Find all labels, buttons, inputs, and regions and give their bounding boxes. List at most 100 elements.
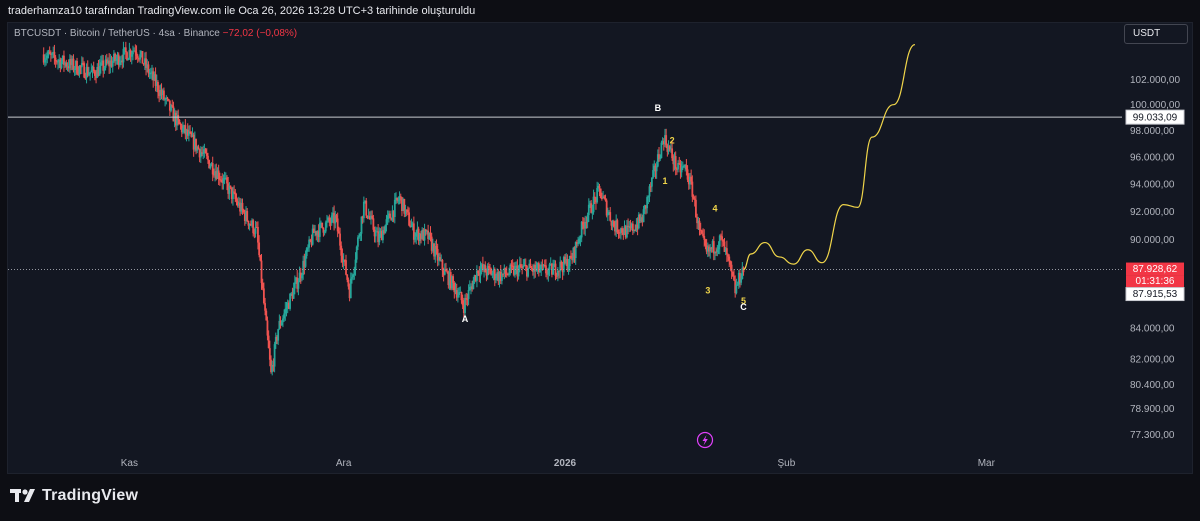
candle-body: [170, 105, 172, 111]
candle-body: [665, 135, 668, 146]
candle-body: [495, 278, 497, 280]
candle-body: [508, 273, 510, 275]
candle-body: [316, 231, 319, 236]
candle-body: [202, 153, 205, 155]
candle-body: [458, 292, 460, 296]
candle-body: [103, 67, 106, 71]
lightning-icon-ring: [696, 431, 714, 449]
candle-body: [664, 135, 666, 145]
chart-frame[interactable]: [7, 22, 1193, 474]
currency-button[interactable]: USDT: [1124, 24, 1188, 44]
candle-body: [459, 292, 462, 294]
candle-body: [111, 61, 114, 67]
candle-body: [615, 220, 618, 232]
lightning-icon[interactable]: [696, 431, 714, 449]
candle-body: [537, 263, 540, 273]
candle-body: [472, 280, 475, 290]
candle-body: [43, 59, 46, 63]
candle-body: [365, 200, 368, 216]
candle-body: [618, 232, 621, 234]
candle-body: [560, 261, 563, 268]
candle-body: [404, 209, 407, 214]
candle-body: [154, 74, 157, 86]
candle-body: [441, 260, 444, 271]
candle-body: [677, 163, 679, 170]
candle-body: [358, 236, 361, 238]
candle-body: [166, 97, 169, 100]
candle-body: [362, 201, 365, 219]
candle-body: [305, 248, 308, 256]
candle-body: [377, 231, 380, 243]
candle-body: [410, 225, 413, 228]
candle-body: [603, 196, 606, 199]
candle-body: [97, 66, 100, 76]
candle-body: [476, 270, 478, 281]
candle-body: [635, 224, 638, 231]
candle-body: [226, 177, 228, 184]
candle-body: [685, 165, 688, 170]
candle-body: [393, 199, 396, 217]
candle-body: [456, 295, 459, 298]
candle-body: [503, 267, 506, 274]
candle-body: [89, 72, 92, 74]
candle-body: [430, 236, 433, 251]
candle-body: [48, 51, 51, 54]
candle-body: [679, 163, 682, 173]
candle-body: [490, 270, 493, 276]
candle-body: [268, 348, 271, 360]
candle-body: [360, 216, 363, 234]
resistance-price-tag: 99.033,09: [1125, 109, 1185, 125]
wave-label-c: C: [740, 302, 747, 312]
candle-body: [529, 263, 532, 269]
candle-body: [364, 200, 366, 202]
candle-body: [186, 129, 189, 136]
candle-body: [571, 258, 574, 261]
candle-body: [303, 260, 306, 267]
candle-body: [592, 196, 595, 213]
candle-body: [54, 57, 57, 62]
candle-body: [412, 223, 415, 240]
candle-body: [77, 73, 80, 75]
candle-body: [605, 200, 608, 216]
candle-body: [146, 64, 149, 68]
candle-body: [598, 185, 601, 189]
candle-body: [702, 233, 704, 236]
candle-body: [242, 210, 245, 213]
candle-body: [142, 63, 145, 65]
y-tick-label: 92.000,00: [1130, 207, 1175, 218]
candle-body: [333, 212, 336, 224]
candle-body: [197, 146, 200, 150]
candle-body: [53, 51, 56, 58]
candle-body: [440, 260, 443, 262]
symbol-label: BTCUSDT · Bitcoin / TetherUS · 4sa · Bin…: [14, 28, 220, 39]
candle-body: [516, 265, 519, 277]
candle-body: [558, 270, 560, 272]
candle-body: [600, 197, 603, 199]
candle-body: [147, 64, 150, 74]
candle-body: [637, 214, 640, 229]
candle-body: [336, 218, 339, 232]
candle-body: [446, 271, 449, 273]
candle-body: [352, 274, 355, 278]
candle-body: [320, 222, 322, 224]
candle-body: [562, 257, 565, 273]
candle-body: [606, 212, 609, 216]
candle-body: [647, 196, 650, 198]
candle-body: [614, 226, 616, 232]
candle-body: [739, 272, 741, 283]
candle-body: [708, 246, 710, 252]
candle-body: [405, 209, 408, 211]
candle-body: [716, 249, 719, 253]
candle-body: [566, 258, 569, 271]
candle-body: [308, 239, 311, 248]
brand[interactable]: TradingView: [10, 487, 138, 505]
candle-body: [296, 277, 299, 289]
candle-body: [273, 344, 276, 367]
candle-body: [611, 221, 614, 226]
candle-body: [190, 132, 193, 137]
candle-body: [82, 63, 84, 65]
candle-body: [258, 242, 261, 256]
candle-body: [692, 196, 695, 199]
x-tick-label: Mar: [978, 458, 996, 469]
